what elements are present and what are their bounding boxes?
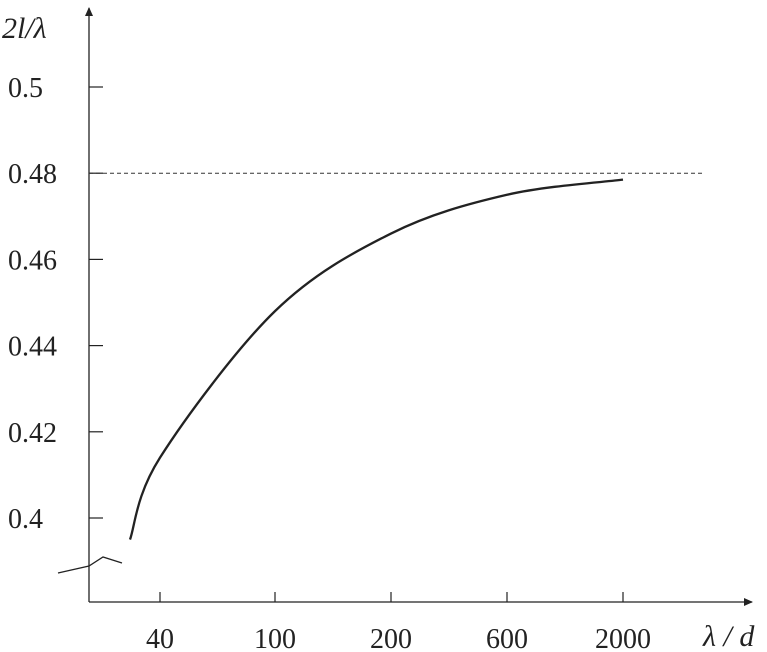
y-tick-label: 0.44 <box>8 332 57 363</box>
y-tick-label: 0.48 <box>8 159 57 190</box>
y-tick-label: 0.46 <box>8 245 57 276</box>
x-tick-label: 600 <box>486 624 528 652</box>
y-tick-label: 0.4 <box>8 504 43 535</box>
y-axis-label: 2l/λ <box>2 12 47 45</box>
y-tick-label: 0.42 <box>8 418 57 449</box>
x-tick-label: 2000 <box>595 624 651 652</box>
x-tick-label: 100 <box>254 624 296 652</box>
y-axis-break <box>57 556 123 574</box>
x-tick-label: 200 <box>370 624 412 652</box>
x-ticks: 40 100 200 600 2000 <box>146 592 651 652</box>
y-tick-label: 0.5 <box>8 73 43 104</box>
y-ticks: 0.4 0.42 0.44 0.46 0.48 0.5 <box>8 73 103 535</box>
series-curve <box>128 178 624 540</box>
x-axis-label: λ / d <box>702 620 755 652</box>
x-tick-label: 40 <box>146 624 174 652</box>
